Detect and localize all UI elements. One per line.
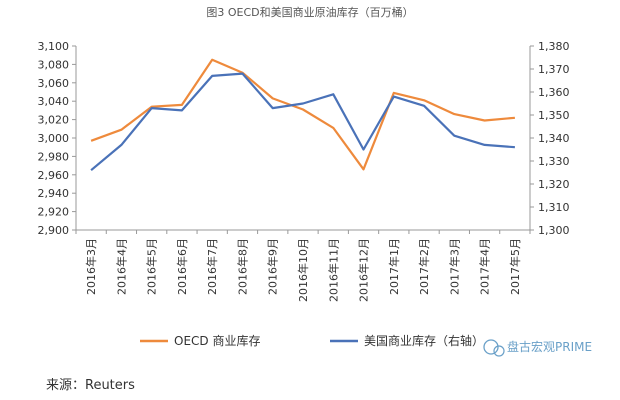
legend-label-0: OECD 商业库存 [174,333,260,348]
x-tick-label: 2016年9月 [266,238,280,295]
x-tick-label: 2016年5月 [145,238,159,295]
x-tick-label: 2017年2月 [417,238,431,295]
right-y-tick-label: 1,380 [538,40,570,53]
x-tick-label: 2016年6月 [175,238,189,295]
left-y-tick-label: 3,020 [38,114,70,127]
left-y-tick-label: 2,940 [38,187,70,200]
chart-title: 图3 OECD和美国商业原油库存（百万桶） [206,5,413,19]
right-y-tick-label: 1,360 [538,86,570,99]
left-y-tick-label: 3,080 [38,58,70,71]
x-tick-label: 2016年3月 [84,238,98,295]
left-y-tick-labels: 2,900 2,920 2,940 2,960 2,980 3,000 3,020 3,040… [38,40,70,237]
x-tick-label: 2017年4月 [478,238,492,295]
right-y-tick-label: 1,300 [538,224,570,237]
axes [72,45,534,234]
left-y-tick-label: 3,040 [38,95,70,108]
x-tick-label: 2016年11月 [326,238,340,302]
watermark: 盘古宏观PRIME [483,339,592,357]
series-line-1 [90,72,515,172]
x-tick-label: 2017年5月 [508,238,522,295]
right-y-tick-label: 1,330 [538,155,570,168]
right-y-tick-label: 1,340 [538,132,570,145]
wechat-icon [483,339,499,355]
wechat-icon-small [493,345,505,357]
x-tick-label: 2017年3月 [447,238,461,295]
left-y-tick-label: 3,100 [38,40,70,53]
left-y-tick-label: 2,920 [38,206,70,219]
left-y-tick-label: 3,060 [38,77,70,90]
left-y-tick-label: 2,900 [38,224,70,237]
x-tick-label: 2016年8月 [235,238,249,295]
x-tick-label: 2016年7月 [205,238,219,295]
legend: OECD 商业库存 美国商业库存（右轴） [140,333,484,348]
left-y-tick-label: 2,960 [38,169,70,182]
series-line-0 [90,58,515,171]
right-y-tick-label: 1,350 [538,109,570,122]
right-y-tick-labels: 1,300 1,310 1,320 1,330 1,340 1,350 1,360 1,370… [538,40,570,237]
left-y-tick-label: 2,980 [38,150,70,163]
right-y-tick-label: 1,370 [538,63,570,76]
source-note: 来源：Reuters [46,378,135,393]
right-y-tick-label: 1,320 [538,178,570,191]
series-lines [90,58,515,172]
x-tick-label: 2016年4月 [114,238,128,295]
x-tick-label: 2017年1月 [387,238,401,295]
x-tick-label: 2016年12月 [357,238,371,302]
watermark-text: 盘古宏观PRIME [507,339,592,354]
right-y-tick-label: 1,310 [538,201,570,214]
x-tick-label: 2016年10月 [296,238,310,302]
left-y-tick-label: 3,000 [38,132,70,145]
legend-label-1: 美国商业库存（右轴） [364,333,484,348]
x-tick-labels: 2016年3月 2016年4月 2016年5月 2016年6月 2016年7月 2016年… [84,238,522,302]
